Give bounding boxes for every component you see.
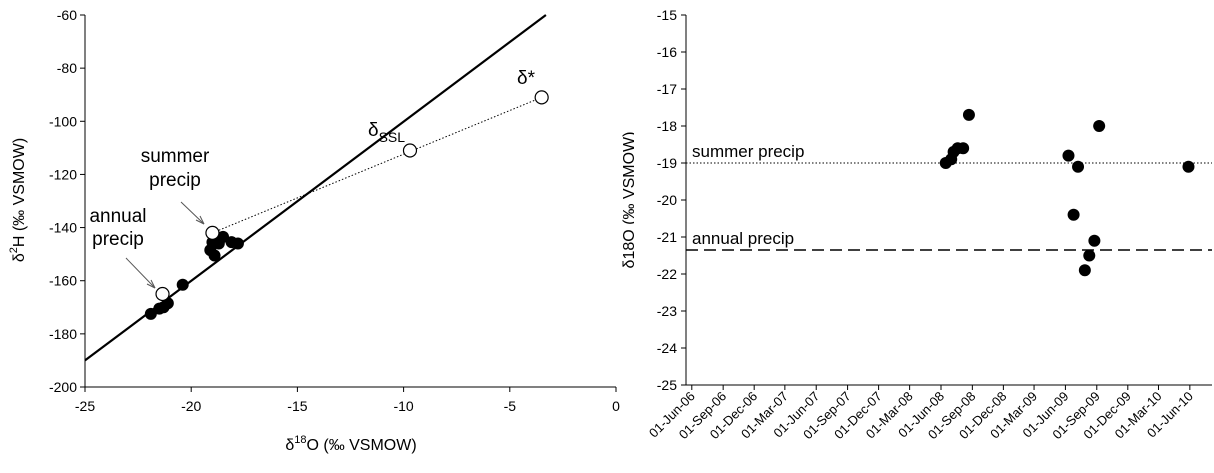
left-y-axis-title-sup: 2 <box>8 247 20 253</box>
summer-precip-label-line2: precip <box>149 170 201 191</box>
sample-point <box>957 142 970 155</box>
right-y-ticks: -25 -24 -23 -22 -21 -20 -19 -18 -17 -16 -15 <box>657 7 686 393</box>
annual-precip-annotation: annual precip <box>89 206 156 289</box>
right-x-ticks: 01-Jun-0601-Sep-0601-Dec-0601-Mar-0701-J… <box>646 385 1196 442</box>
delta-star-label: δ* <box>517 68 536 89</box>
left-x-tick-label: -20 <box>181 398 201 414</box>
delta-ssl-label: δSSL <box>368 120 405 145</box>
left-x-tick-label: -15 <box>287 398 307 414</box>
summer-precip-arrowhead <box>195 215 205 225</box>
left-sample-points <box>144 230 244 320</box>
sample-point <box>1078 264 1091 277</box>
chart-right-time-series: 01-Jun-0601-Sep-0601-Dec-0601-Mar-0701-J… <box>621 7 1212 442</box>
left-x-axis-title: δ18O (‰ VSMOW) <box>285 434 416 454</box>
left-y-tick-label: -180 <box>49 326 77 342</box>
right-y-tick-label: -18 <box>657 118 677 134</box>
chart-left-dual-isotope: -25 -20 -15 -10 -5 0 -200 -180 -160 -140 -120 -100… <box>8 7 620 454</box>
reference-point <box>402 143 418 158</box>
reference-point <box>205 225 220 240</box>
right-y-tick-label: -20 <box>657 192 677 208</box>
left-x-axis-title-sup: 18 <box>294 434 306 446</box>
summer-precip-annotation: summer precip <box>141 146 210 225</box>
left-reference-points <box>155 90 549 302</box>
right-y-axis-title-clip: δ18O (‰ VSMOW) <box>621 132 638 269</box>
right-y-tick-label: -21 <box>657 229 677 245</box>
left-y-axis-title-main: H (‰ VSMOW) <box>11 138 28 247</box>
reference-point <box>534 90 549 105</box>
right-y-tick-label: -17 <box>657 81 677 97</box>
right-y-tick-label: -24 <box>657 340 677 356</box>
left-plot-content <box>84 14 549 362</box>
left-y-axis-title-prefix: δ <box>11 253 28 262</box>
annual-precip-label-line1: annual <box>89 206 146 227</box>
left-y-tick-label: -140 <box>49 220 77 236</box>
sample-point <box>1062 149 1075 162</box>
left-y-tick-label: -60 <box>57 7 77 23</box>
right-y-tick-label: -25 <box>657 377 677 393</box>
summer-precip-ref-label: summer precip <box>692 142 804 161</box>
sample-point <box>1093 120 1106 132</box>
sample-point <box>231 237 244 250</box>
right-y-tick-label: -15 <box>657 7 677 23</box>
left-y-tick-label: -200 <box>49 379 77 395</box>
summer-precip-arrow <box>180 201 205 225</box>
sample-point <box>1067 208 1080 221</box>
sample-point <box>1182 160 1195 173</box>
sample-point <box>208 249 221 262</box>
left-x-axis-title-main: O (‰ VSMOW) <box>306 437 416 454</box>
annual-precip-label-line2: precip <box>92 229 144 250</box>
sample-point <box>962 108 975 121</box>
left-y-axis-title: δ2H (‰ VSMOW) <box>8 138 28 262</box>
left-y-tick-label: -120 <box>49 166 77 182</box>
reference-point <box>155 286 170 302</box>
left-axes <box>84 15 616 388</box>
right-sample-points <box>939 108 1195 277</box>
left-x-tick-label: 0 <box>612 398 620 414</box>
annual-precip-arrowhead <box>146 279 156 289</box>
left-y-tick-label: -100 <box>49 113 77 129</box>
delta-ssl-sub: SSL <box>379 129 406 145</box>
sample-point <box>1083 249 1096 262</box>
left-y-tick-label: -80 <box>57 60 77 76</box>
left-x-tick-label: -25 <box>75 398 95 414</box>
right-y-axis-title: δ18O (‰ VSMOW) <box>621 132 638 269</box>
evaporation-line <box>212 96 542 234</box>
left-x-tick-label: -10 <box>393 398 413 414</box>
right-y-tick-label: -19 <box>657 155 677 171</box>
summer-precip-label-line1: summer <box>141 146 210 167</box>
evaporation-line-group <box>212 96 542 234</box>
left-x-axis-title-prefix: δ <box>285 437 294 454</box>
sample-point <box>176 278 189 291</box>
right-y-tick-label: -16 <box>657 44 677 60</box>
annual-precip-ref-label: annual precip <box>692 229 794 248</box>
left-y-tick-label: -160 <box>49 273 77 289</box>
delta-ssl-base: δ <box>368 120 379 141</box>
sample-point <box>1072 160 1085 173</box>
left-y-ticks: -200 -180 -160 -140 -120 -100 -80 -60 <box>49 7 85 395</box>
right-axes <box>685 15 1212 386</box>
right-y-tick-label: -22 <box>657 266 677 282</box>
left-x-tick-label: -5 <box>504 398 517 414</box>
right-y-tick-label: -23 <box>657 303 677 319</box>
left-x-ticks: -25 -20 -15 -10 -5 0 <box>75 387 620 414</box>
sample-point <box>1088 234 1101 247</box>
annual-precip-arrow <box>125 257 156 289</box>
